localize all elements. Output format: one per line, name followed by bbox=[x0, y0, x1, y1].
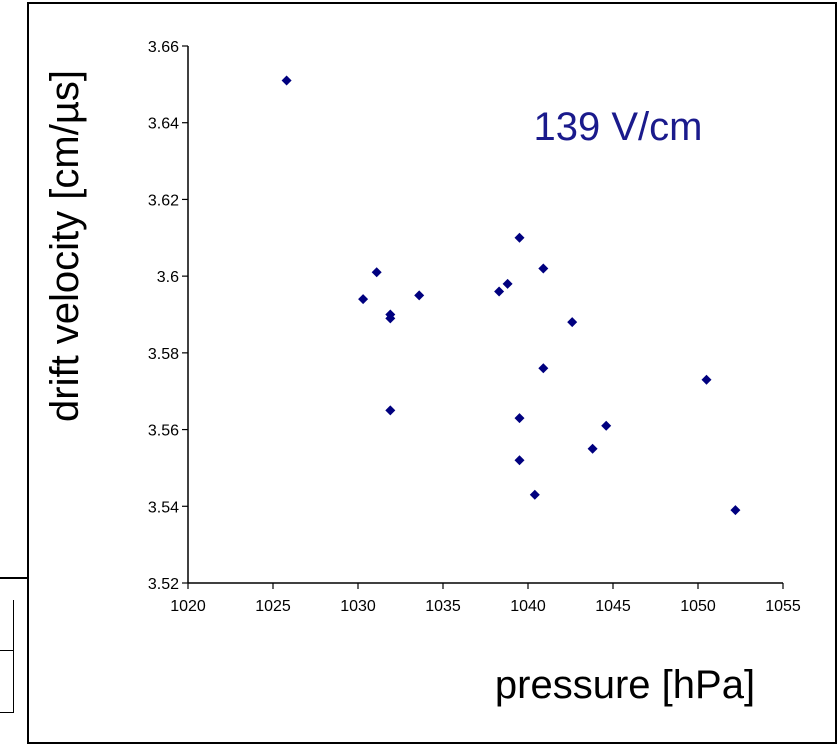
x-tick-label: 1035 bbox=[425, 598, 461, 615]
x-tick-label: 1025 bbox=[255, 598, 291, 615]
y-tick-label: 3.64 bbox=[148, 116, 179, 133]
data-point-marker bbox=[538, 363, 549, 374]
field-annotation: 139 V/cm bbox=[534, 105, 703, 149]
data-point-marker bbox=[587, 443, 598, 454]
y-tick-label: 3.56 bbox=[148, 423, 179, 440]
data-point-marker bbox=[701, 374, 712, 385]
axes bbox=[187, 46, 783, 584]
background-table-cell bbox=[0, 600, 14, 712]
y-tick-label: 3.52 bbox=[148, 576, 179, 593]
y-tick-label: 3.66 bbox=[148, 39, 179, 56]
data-point-marker bbox=[514, 232, 525, 243]
data-points bbox=[281, 75, 741, 516]
y-tick-label: 3.6 bbox=[157, 269, 179, 286]
y-tick-label: 3.62 bbox=[148, 192, 179, 209]
data-point-marker bbox=[514, 455, 525, 466]
background-table-line bbox=[0, 577, 27, 579]
data-point-marker bbox=[385, 313, 396, 324]
y-tick-label: 3.58 bbox=[148, 346, 179, 363]
x-tick-label: 1030 bbox=[340, 598, 376, 615]
data-point-marker bbox=[529, 489, 540, 500]
data-point-marker bbox=[371, 267, 382, 278]
data-point-marker bbox=[281, 75, 292, 86]
background-table-line bbox=[0, 712, 14, 713]
y-tick-label: 3.54 bbox=[148, 499, 179, 516]
background-table-line bbox=[0, 650, 14, 651]
data-point-marker bbox=[730, 505, 741, 516]
data-point-marker bbox=[494, 286, 505, 297]
data-point-marker bbox=[414, 290, 425, 301]
x-axis-ticks: 1020 1025 1030 1035 1040 1045 1050 1055 bbox=[170, 583, 801, 615]
data-point-marker bbox=[601, 420, 612, 431]
chart-frame bbox=[27, 2, 837, 744]
data-point-marker bbox=[567, 317, 578, 328]
y-axis-ticks: 3.52 3.54 3.56 3.58 3.6 3.62 3.64 3.66 bbox=[148, 39, 188, 593]
x-tick-label: 1020 bbox=[170, 598, 206, 615]
y-axis-title: drift velocity [cm/µs] bbox=[43, 70, 87, 422]
x-axis-title: pressure [hPa] bbox=[495, 663, 755, 707]
data-point-marker bbox=[502, 278, 513, 289]
x-tick-label: 1040 bbox=[510, 598, 546, 615]
data-point-marker bbox=[385, 405, 396, 416]
data-point-marker bbox=[514, 413, 525, 424]
data-point-marker bbox=[358, 294, 369, 305]
data-point-marker bbox=[538, 263, 549, 274]
x-tick-label: 1055 bbox=[765, 598, 801, 615]
x-tick-label: 1045 bbox=[595, 598, 631, 615]
x-tick-label: 1050 bbox=[680, 598, 716, 615]
